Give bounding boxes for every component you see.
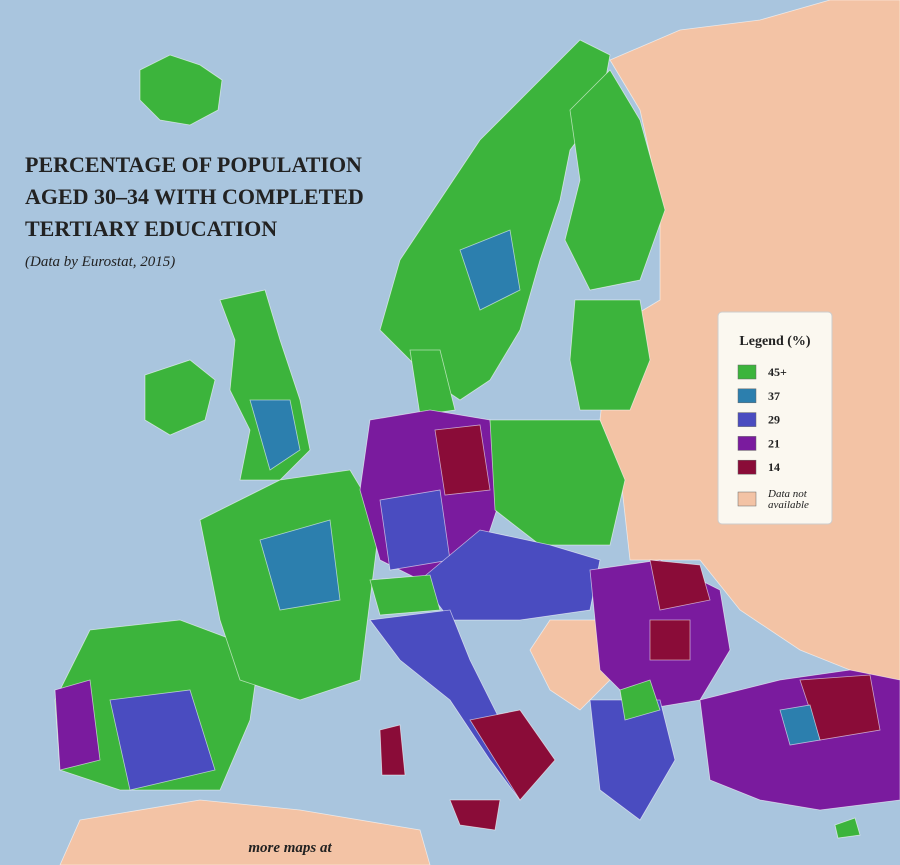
no-data-region — [59, 799, 431, 865]
sicily — [449, 799, 501, 831]
legend-swatch — [737, 364, 757, 380]
legend-swatch — [737, 436, 757, 451]
region — [379, 489, 451, 571]
region — [779, 704, 821, 746]
title-line: TERTIARY EDUCATION — [25, 216, 277, 241]
legend-label: 21 — [768, 436, 780, 450]
region — [459, 229, 521, 311]
region — [649, 559, 711, 611]
legend: Legend (%) 45+ 37 29 21 14 Data not available — [717, 311, 833, 525]
denmark — [409, 349, 456, 416]
sardinia — [379, 724, 406, 776]
legend-swatch — [737, 388, 757, 404]
title-line: PERCENTAGE OF POPULATION — [25, 152, 362, 177]
footer: more maps at — [248, 840, 332, 856]
region — [249, 399, 301, 471]
legend-label: 29 — [768, 413, 780, 427]
region — [54, 679, 101, 771]
region — [434, 424, 491, 496]
ireland — [144, 359, 216, 436]
switzerland — [369, 574, 441, 616]
legend-label: Data not available — [767, 488, 809, 511]
finland — [564, 69, 666, 291]
legend-swatch — [737, 491, 757, 507]
cyprus — [834, 817, 861, 839]
legend-label: 37 — [768, 389, 780, 403]
south-italy — [469, 709, 556, 801]
legend-label: 14 — [768, 460, 780, 474]
region — [109, 689, 216, 791]
region — [259, 519, 341, 611]
legend-title: Legend (%) — [739, 334, 811, 349]
baltics — [569, 299, 651, 411]
title-block: PERCENTAGE OF POPULATION AGED 30–34 WITH… — [25, 152, 364, 270]
poland — [489, 419, 626, 546]
legend-label: 45+ — [768, 365, 787, 379]
legend-swatch — [737, 412, 757, 427]
legend-swatch — [737, 459, 757, 475]
title-line: AGED 30–34 WITH COMPLETED — [25, 184, 364, 209]
region — [619, 679, 661, 721]
iceland — [139, 54, 223, 126]
subtitle: (Data by Eurostat, 2015) — [25, 254, 175, 270]
region — [649, 619, 691, 661]
